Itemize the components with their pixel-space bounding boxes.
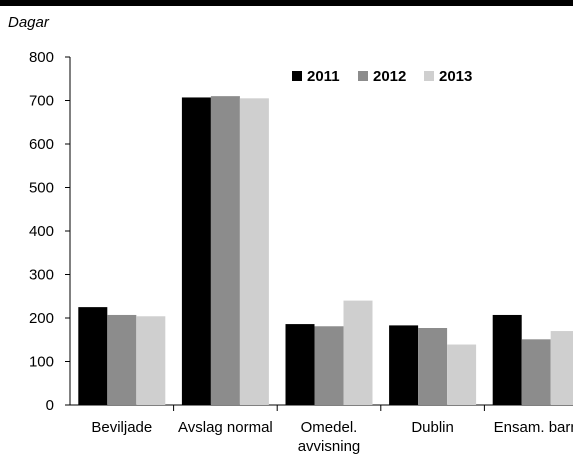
legend-label: 2012 [373,68,406,85]
x-category-label: Ensam. barn [494,419,573,436]
y-tick-label: 200 [29,310,54,327]
y-unit-label: Dagar [8,14,50,31]
bar-2013 [343,300,373,405]
bar-2011 [78,307,108,405]
x-category-label: Beviljade [91,419,152,436]
bar-2013 [447,344,477,405]
bar-2012 [314,326,344,405]
legend-swatch [424,71,434,81]
bars [78,96,573,406]
bar-2011 [285,324,315,405]
x-category-label: Dublin [411,419,454,436]
y-tick-label: 400 [29,223,54,240]
bar-2011 [492,314,522,405]
bar-2012 [210,96,240,406]
bar-2013 [239,98,269,405]
y-tick-label: 600 [29,136,54,153]
legend-swatch [292,71,302,81]
y-tick-label: 800 [29,49,54,66]
legend-label: 2013 [439,68,472,85]
bar-2011 [181,97,211,405]
bar-2012 [418,328,448,405]
bar-2012 [521,339,551,405]
top-header-bar [0,0,573,6]
bar-2013 [550,331,573,405]
legend: 2011 2012 2013 [292,68,472,85]
y-tick-label: 0 [46,397,54,414]
bar-2012 [107,314,137,405]
bar-2013 [136,316,166,405]
y-tick-label: 300 [29,267,54,284]
y-axis: 0 100 200 300 400 500 600 700 800 [29,49,71,414]
x-axis: Beviljade Avslag normal Omedel. avvisning Du… [70,404,573,455]
x-category-label: Avslag normal [178,419,273,436]
y-tick-label: 500 [29,180,54,197]
y-tick-label: 700 [29,93,54,110]
bar-2011 [389,325,419,405]
y-tick-label: 100 [29,354,54,371]
x-category-label: Omedel. avvisning [298,419,361,455]
legend-swatch [358,71,368,81]
legend-label: 2011 [307,68,340,85]
